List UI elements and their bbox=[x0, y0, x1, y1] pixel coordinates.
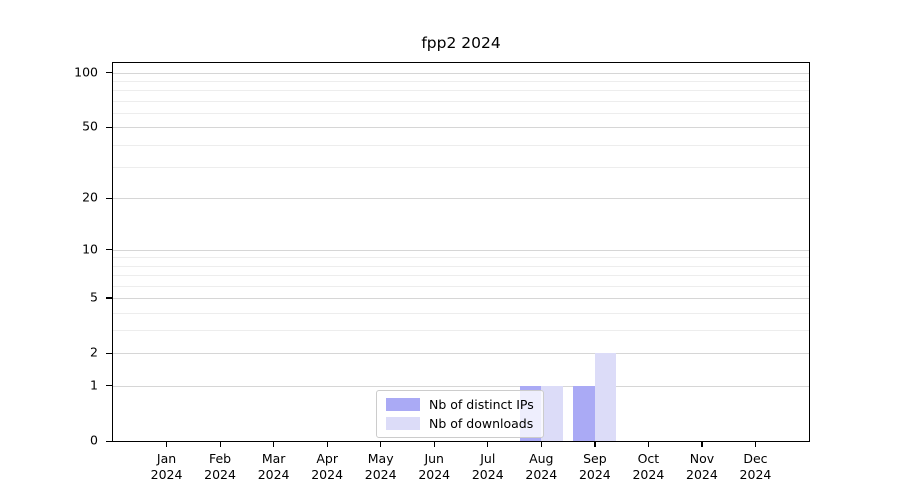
y-axis-tick bbox=[106, 297, 112, 299]
x-tick-label: Nov 2024 bbox=[662, 451, 742, 483]
x-tick-month: Aug bbox=[529, 451, 554, 466]
x-axis-tick bbox=[273, 442, 275, 447]
x-axis-tick bbox=[166, 442, 168, 447]
x-tick-label: Dec 2024 bbox=[715, 451, 795, 483]
y-axis-tick bbox=[106, 385, 112, 387]
y-axis-tick bbox=[106, 249, 112, 251]
x-tick-month: Dec bbox=[743, 451, 768, 466]
x-tick-month: Oct bbox=[637, 451, 660, 466]
x-tick-year: 2024 bbox=[257, 467, 290, 482]
x-axis-tick bbox=[219, 442, 221, 447]
legend-entry-distinct-ips: Nb of distinct IPs bbox=[386, 397, 534, 412]
major-gridline bbox=[113, 72, 809, 74]
x-axis-tick bbox=[433, 442, 435, 447]
minor-gridline bbox=[113, 312, 809, 314]
x-tick-month: May bbox=[367, 451, 394, 466]
x-tick-month: Jan bbox=[156, 451, 177, 466]
x-tick-label: May 2024 bbox=[341, 451, 421, 483]
legend-label: Nb of distinct IPs bbox=[429, 397, 534, 412]
y-tick-label: 2 bbox=[90, 344, 98, 360]
minor-gridline bbox=[113, 257, 809, 259]
y-tick-label: 100 bbox=[74, 64, 98, 80]
major-gridline bbox=[113, 198, 809, 199]
major-gridline bbox=[113, 385, 809, 387]
y-tick-label: 50 bbox=[82, 118, 98, 134]
x-tick-month: Sep bbox=[583, 451, 607, 466]
minor-gridline bbox=[113, 100, 809, 102]
x-tick-label: Jan 2024 bbox=[127, 451, 207, 483]
x-axis-tick bbox=[540, 442, 542, 447]
x-axis-tick bbox=[754, 442, 757, 447]
x-axis-tick bbox=[487, 442, 489, 447]
major-gridline bbox=[113, 353, 809, 355]
y-axis-labels: 0 1 2 5 10 20 50 100 bbox=[0, 62, 104, 447]
x-tick-label: Jul 2024 bbox=[448, 451, 528, 483]
bar-downloads bbox=[594, 353, 617, 441]
minor-gridline bbox=[113, 144, 809, 146]
x-tick-label: Aug 2024 bbox=[501, 451, 581, 483]
x-axis-tick bbox=[380, 442, 382, 447]
plot-area: Nb of distinct IPs Nb of downloads Jan 20… bbox=[106, 62, 810, 482]
legend-label: Nb of downloads bbox=[429, 416, 534, 431]
x-tick-label: Apr 2024 bbox=[287, 451, 367, 483]
x-tick-label: Oct 2024 bbox=[608, 451, 688, 483]
x-tick-month: Apr bbox=[316, 451, 338, 466]
x-tick-year: 2024 bbox=[739, 467, 772, 482]
x-axis-tick bbox=[326, 442, 328, 447]
minor-gridline bbox=[113, 265, 809, 267]
minor-gridline bbox=[113, 285, 809, 287]
y-axis-tick bbox=[106, 440, 112, 442]
y-tick-label: 20 bbox=[82, 189, 98, 205]
legend: Nb of distinct IPs Nb of downloads bbox=[376, 390, 544, 438]
x-tick-year: 2024 bbox=[632, 467, 665, 482]
x-tick-month: Nov bbox=[689, 451, 715, 466]
legend-swatch-downloads-icon bbox=[386, 417, 420, 430]
x-tick-year: 2024 bbox=[525, 467, 558, 482]
y-tick-label: 10 bbox=[82, 241, 98, 257]
x-tick-year: 2024 bbox=[204, 467, 236, 482]
chart-title: fpp2 2024 bbox=[421, 34, 501, 52]
y-axis-tick bbox=[106, 352, 112, 354]
x-tick-month: Mar bbox=[261, 451, 286, 466]
x-tick-year: 2024 bbox=[578, 467, 611, 482]
major-gridline bbox=[113, 127, 809, 129]
x-tick-month: Jun bbox=[424, 451, 444, 466]
x-tick-month: Feb bbox=[208, 451, 232, 466]
x-tick-label: Feb 2024 bbox=[180, 451, 260, 483]
y-axis-tick bbox=[106, 197, 112, 199]
legend-entry-downloads: Nb of downloads bbox=[386, 416, 534, 431]
major-gridline bbox=[113, 297, 809, 299]
x-tick-year: 2024 bbox=[418, 467, 451, 482]
minor-gridline bbox=[113, 166, 809, 168]
x-tick-year: 2024 bbox=[364, 467, 397, 482]
minor-gridline bbox=[113, 275, 809, 277]
major-gridline bbox=[113, 249, 809, 251]
x-tick-label: Jun 2024 bbox=[394, 451, 474, 483]
minor-gridline bbox=[113, 330, 809, 332]
legend-swatch-distinct-ips-icon bbox=[386, 398, 420, 411]
minor-gridline bbox=[113, 112, 809, 114]
bar-downloads bbox=[541, 385, 563, 441]
x-tick-year: 2024 bbox=[686, 467, 718, 482]
y-axis-tick bbox=[106, 126, 112, 128]
x-tick-year: 2024 bbox=[471, 467, 504, 482]
x-tick-month: Jul bbox=[480, 451, 496, 466]
x-tick-label: Mar 2024 bbox=[234, 451, 314, 483]
y-tick-label: 5 bbox=[90, 289, 98, 305]
x-tick-year: 2024 bbox=[311, 467, 344, 482]
x-tick-year: 2024 bbox=[150, 467, 183, 482]
x-axis-tick bbox=[647, 442, 650, 447]
minor-gridline bbox=[113, 90, 809, 92]
x-tick-label: Sep 2024 bbox=[555, 451, 635, 483]
bar-distinct-ips bbox=[573, 385, 595, 441]
y-axis-tick bbox=[106, 72, 112, 74]
y-tick-label: 0 bbox=[90, 432, 98, 448]
minor-gridline bbox=[113, 80, 809, 82]
x-axis-tick bbox=[701, 442, 703, 447]
y-tick-label: 1 bbox=[90, 377, 98, 393]
x-axis-tick bbox=[594, 442, 596, 447]
